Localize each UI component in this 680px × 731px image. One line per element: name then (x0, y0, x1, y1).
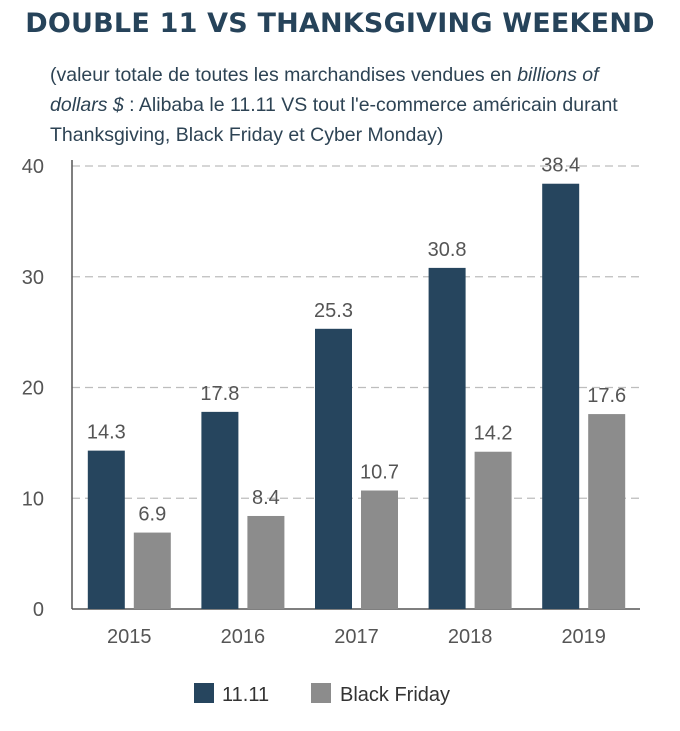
legend-label: 11.11 (222, 684, 269, 706)
data-label: 17.8 (200, 383, 239, 405)
x-tick-label: 2015 (107, 626, 152, 648)
data-label: 17.6 (587, 385, 626, 407)
data-label: 38.4 (541, 155, 580, 177)
bar (315, 328, 352, 609)
y-tick-label: 0 (33, 599, 44, 621)
y-tick-label: 10 (22, 488, 44, 510)
data-label: 6.9 (138, 504, 166, 526)
data-label: 30.8 (428, 239, 467, 261)
x-tick-label: 2019 (561, 626, 606, 648)
legend-swatch (194, 683, 214, 703)
chart-title: DOUBLE 11 VS THANKSGIVING WEEKEND (25, 8, 655, 39)
bar (247, 515, 285, 609)
data-label: 14.2 (474, 423, 513, 445)
subtitle-italic: billions of dollars $ (50, 64, 599, 116)
x-tick-label: 2016 (221, 626, 266, 648)
bar (588, 414, 626, 609)
y-tick-label: 20 (22, 378, 44, 400)
bar (474, 451, 512, 609)
chart-subtitle: (valeur totale de toutes les marchandise… (50, 60, 650, 150)
data-label: 8.4 (252, 487, 280, 509)
x-tick-label: 2017 (334, 626, 379, 648)
data-label: 25.3 (314, 300, 353, 322)
bar (428, 267, 466, 609)
legend-swatch (311, 683, 331, 703)
y-tick-label: 30 (22, 267, 44, 289)
bar (201, 411, 239, 609)
bar (87, 450, 125, 609)
subtitle-part1: (valeur totale de toutes les marchandise… (50, 64, 518, 86)
bar (361, 490, 398, 609)
bar (542, 183, 580, 609)
legend-label: Black Friday (340, 684, 450, 706)
y-tick-label: 40 (22, 156, 44, 178)
data-label: 10.7 (360, 461, 399, 483)
bar (133, 532, 171, 609)
subtitle-part2: : Alibaba le 11.11 VS tout l'e-commerce … (50, 94, 618, 146)
x-tick-label: 2018 (448, 626, 493, 648)
data-label: 14.3 (87, 422, 126, 444)
